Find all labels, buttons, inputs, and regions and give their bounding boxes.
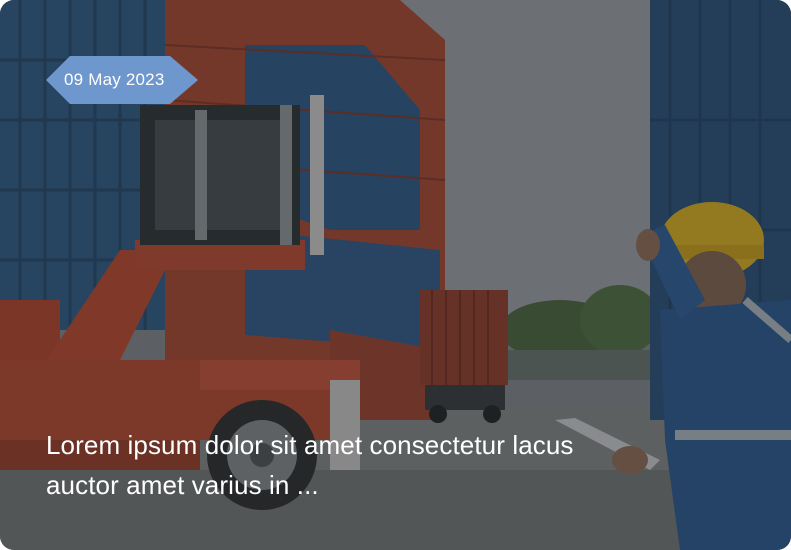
card-headline[interactable]: Lorem ipsum dolor sit amet consectetur l…: [46, 430, 574, 500]
date-badge: 09 May 2023: [46, 56, 198, 104]
